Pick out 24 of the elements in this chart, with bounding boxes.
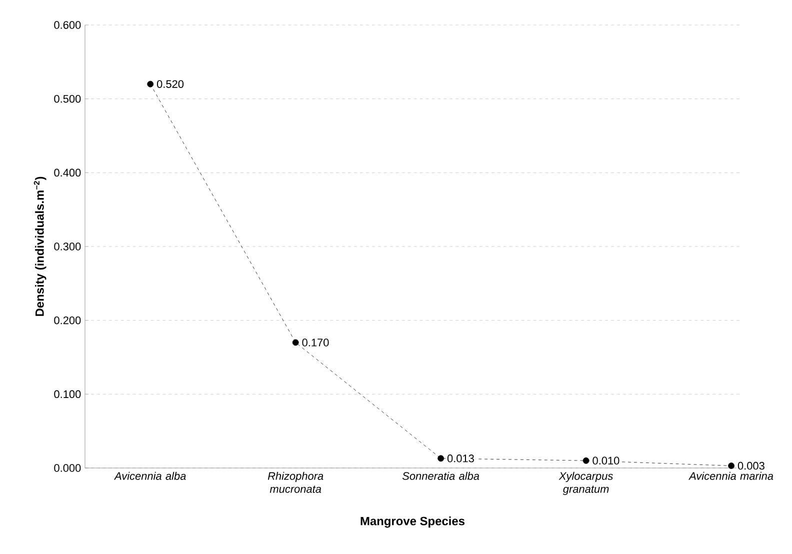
x-tick-label: Avicennia alba <box>114 472 186 480</box>
y-tick-label: 0.000 <box>54 464 81 472</box>
point <box>147 80 154 88</box>
y-tick-label: 0.400 <box>54 168 81 177</box>
y-tick-label: 0.500 <box>54 94 81 103</box>
data-label: 0.010 <box>592 456 620 464</box>
point <box>292 339 299 346</box>
y-axis-title: Density (individuals.m$^{−2}$) <box>34 176 46 316</box>
data-label: 0.013 <box>447 454 474 462</box>
x-axis-title: Mangrove Species <box>360 516 464 528</box>
point <box>582 457 590 464</box>
point <box>438 455 444 462</box>
x-tick-label: Sonneratia alba <box>402 472 480 480</box>
y-tick-label: 0.200 <box>54 316 81 324</box>
y-tick-label: 0.300 <box>54 242 81 250</box>
data-label: 0.520 <box>156 80 184 88</box>
y-tick-label: 0.600 <box>54 21 81 29</box>
y-tick-label: 0.100 <box>54 390 81 398</box>
data-label: 0.170 <box>302 338 329 346</box>
x-tick-label: Avicennia marina <box>688 472 774 480</box>
x-tick-label: Xylocarpus granatum <box>558 472 613 496</box>
point <box>728 462 734 469</box>
data-label: 0.003 <box>738 462 764 470</box>
x-tick-label: Rhizophora mucronata <box>268 472 324 493</box>
